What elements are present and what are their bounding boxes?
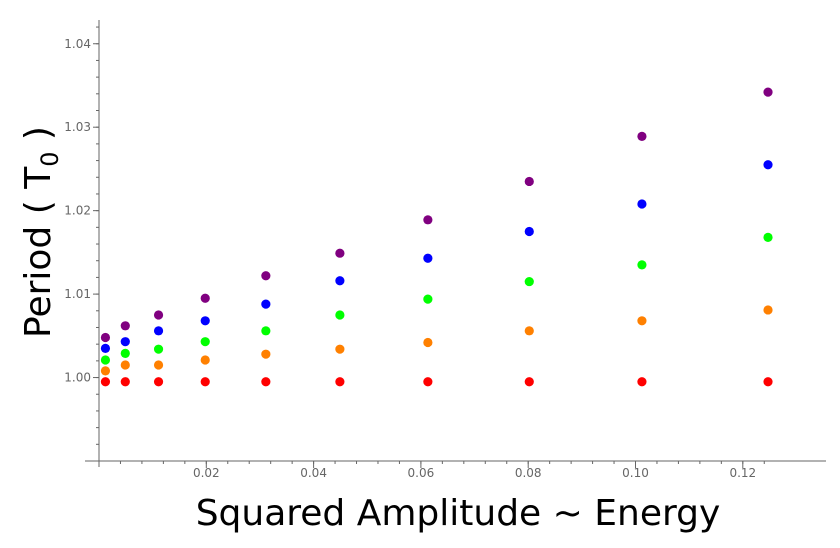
data-point [261, 349, 271, 359]
data-point [200, 355, 210, 365]
data-point [153, 344, 164, 354]
x-tick-label: 0.02 [193, 466, 220, 480]
x-tick-label: 0.12 [729, 466, 756, 480]
data-point [100, 366, 111, 376]
y-axis-label-main: Period ( T [18, 166, 59, 338]
data-point [261, 326, 271, 336]
data-point [524, 326, 534, 336]
data-point [423, 294, 433, 304]
data-point [335, 248, 345, 258]
data-point [100, 355, 111, 365]
data-point [423, 215, 433, 225]
data-point [524, 176, 534, 187]
data-point [153, 360, 164, 370]
data-point [120, 360, 130, 370]
data-point [261, 377, 271, 387]
data-point [120, 377, 130, 387]
data-point [200, 293, 210, 303]
data-point [423, 337, 433, 348]
series-4 [100, 87, 773, 343]
data-point [637, 131, 647, 141]
data-point [763, 305, 773, 315]
data-point [120, 348, 130, 358]
data-point [763, 87, 773, 97]
y-tick-label: 1.00 [64, 371, 91, 385]
data-point [763, 232, 773, 242]
y-tick-label: 1.03 [64, 120, 91, 134]
data-point [153, 310, 164, 320]
data-point [335, 377, 345, 387]
x-axis-label: Squared Amplitude ~ Energy [196, 493, 721, 534]
data-point [100, 377, 111, 387]
data-point [423, 377, 433, 387]
data-point [637, 377, 647, 387]
y-axis-label-subscript: 0 [36, 152, 64, 167]
y-tick-label: 1.01 [64, 287, 91, 301]
series-1 [100, 305, 773, 376]
series-3 [100, 160, 773, 353]
data-point [524, 226, 534, 237]
data-point [637, 199, 647, 209]
data-point [763, 160, 773, 170]
data-point [153, 377, 164, 387]
data-point [524, 377, 534, 387]
data-point [423, 253, 433, 263]
series-0 [100, 377, 773, 387]
data-point [524, 276, 534, 287]
data-point [100, 332, 111, 343]
data-point [335, 344, 345, 354]
x-tick-label: 0.04 [300, 466, 327, 480]
y-tick-label: 1.04 [64, 37, 91, 51]
data-point [153, 326, 164, 336]
data-point [637, 316, 647, 326]
data-point [261, 299, 271, 309]
data-point [763, 377, 773, 387]
y-axis-label-end: ) [18, 126, 59, 152]
data-point [200, 377, 210, 387]
data-point [120, 337, 130, 347]
data-point [200, 337, 210, 347]
series-2 [100, 232, 773, 365]
x-tick-label: 0.06 [408, 466, 435, 480]
x-tick-label: 0.08 [515, 466, 542, 480]
y-axis-label: Period ( T0 ) [18, 126, 64, 338]
data-point [120, 321, 130, 331]
data-points [100, 87, 773, 387]
data-point [335, 310, 345, 320]
data-point [261, 271, 271, 281]
data-point [637, 260, 647, 270]
data-point [100, 343, 111, 353]
data-point [335, 276, 345, 286]
ticks: 0.02 0.04 0.06 0.08 0.10 0.12 1.00 1.01 1.02 1.03… [64, 26, 765, 480]
y-tick-label: 1.02 [64, 204, 91, 218]
x-tick-label: 0.10 [622, 466, 649, 480]
axes [85, 20, 826, 467]
data-point [200, 316, 210, 326]
